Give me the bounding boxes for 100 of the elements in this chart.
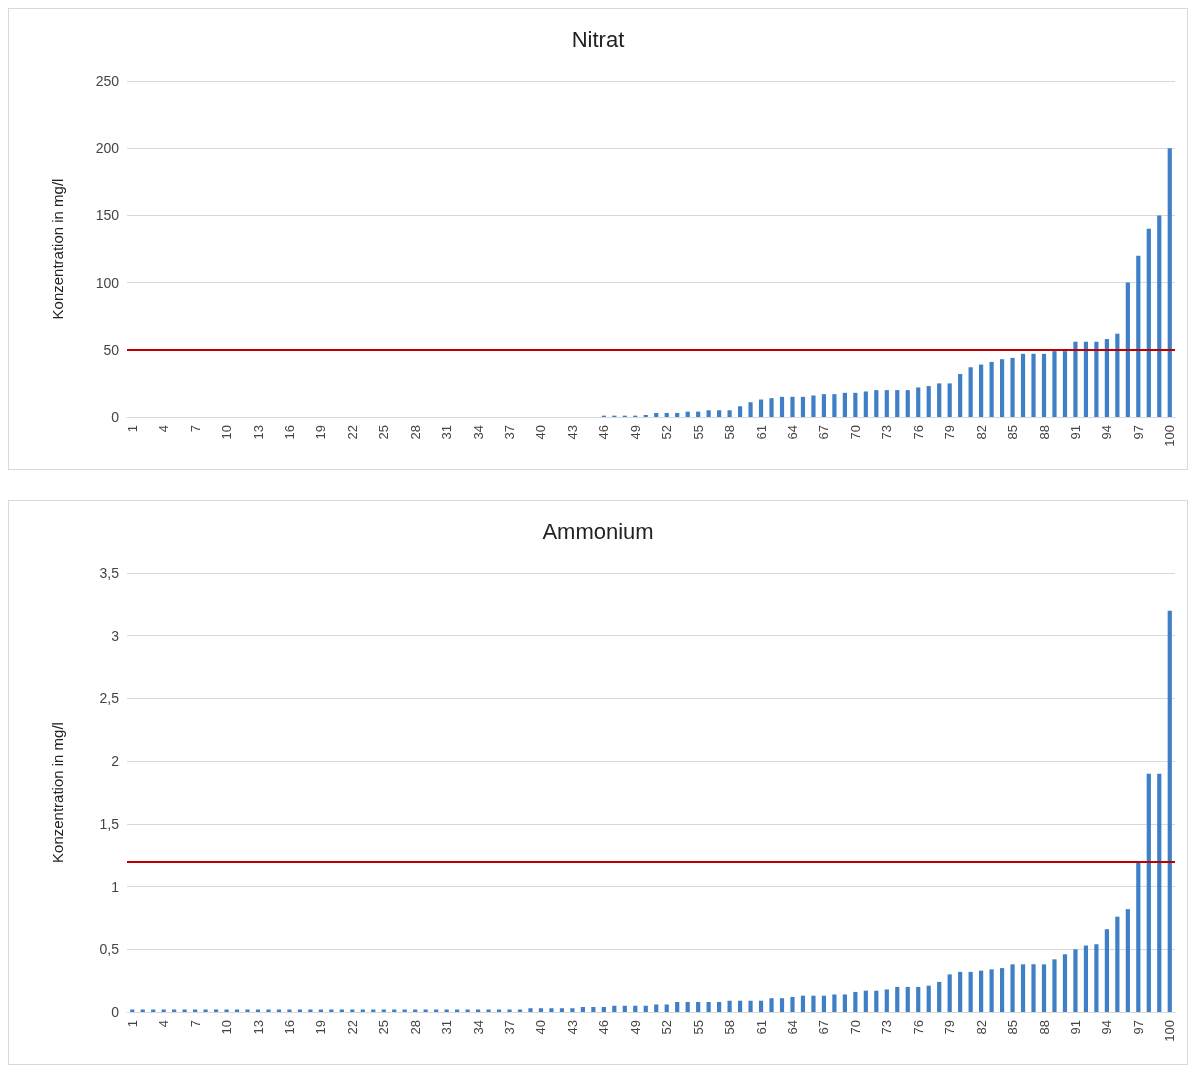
bar [1115, 916, 1120, 1012]
bar [958, 971, 963, 1012]
bar [853, 392, 858, 417]
bar [172, 1009, 177, 1012]
x-tick-label: 67 [816, 1020, 832, 1035]
bar [1125, 282, 1130, 417]
x-tick-label: 91 [1067, 425, 1083, 440]
bar [1031, 353, 1036, 417]
bar [434, 1009, 439, 1012]
bar [1041, 964, 1047, 1012]
bar [234, 1009, 240, 1012]
bar [979, 970, 984, 1012]
x-tick-label: 46 [596, 425, 612, 440]
y-tick-label: 1 [111, 878, 120, 895]
x-tick-label: 25 [376, 1020, 392, 1035]
bar [895, 390, 900, 417]
bar [926, 985, 931, 1012]
bar [842, 392, 847, 417]
bar [591, 1006, 596, 1012]
bar [926, 386, 931, 417]
bar [308, 1009, 313, 1012]
bar [842, 994, 847, 1012]
bar [1104, 339, 1109, 417]
bar [717, 1001, 722, 1012]
bar [1062, 954, 1068, 1012]
bar [1010, 964, 1015, 1012]
bar [654, 412, 659, 417]
chart-title: Nitrat [571, 26, 625, 52]
x-tick-label: 49 [627, 425, 643, 440]
bar [1167, 610, 1172, 1012]
y-tick-label: 100 [95, 274, 120, 291]
bar [905, 390, 910, 417]
bar [633, 1005, 638, 1012]
bar [779, 396, 785, 417]
bar [1062, 351, 1068, 417]
bar [140, 1009, 145, 1012]
bar [381, 1009, 386, 1012]
bar [937, 981, 942, 1012]
bar [863, 990, 868, 1012]
x-tick-label: 37 [502, 1020, 518, 1035]
bar [696, 1001, 701, 1012]
x-tick-label: 28 [407, 425, 423, 440]
bar [413, 1009, 418, 1012]
x-tick-label: 70 [847, 1020, 863, 1035]
bar [161, 1009, 166, 1012]
bar [350, 1009, 355, 1012]
x-tick-label: 16 [281, 425, 297, 440]
x-tick-label: 58 [722, 1020, 738, 1035]
bar [947, 383, 952, 417]
bar [832, 394, 837, 417]
bar [748, 402, 753, 417]
x-tick-label: 88 [1036, 1020, 1052, 1035]
bar [947, 974, 952, 1012]
x-tick-label: 22 [344, 425, 360, 440]
bar [297, 1009, 303, 1012]
bar [1157, 215, 1162, 417]
bar [496, 1009, 502, 1012]
bar [1094, 341, 1099, 417]
x-tick-label: 19 [313, 1020, 329, 1035]
bar [1125, 909, 1130, 1012]
x-tick-label: 22 [344, 1020, 360, 1035]
bar [601, 1006, 606, 1012]
x-tick-label: 31 [439, 1020, 455, 1035]
bar [371, 1009, 376, 1012]
bar [224, 1009, 229, 1012]
bar [968, 971, 973, 1012]
x-tick-label: 16 [281, 1020, 297, 1035]
bar [1041, 353, 1047, 417]
bar [486, 1009, 491, 1012]
bar [1052, 351, 1057, 417]
bar [758, 1000, 764, 1012]
bar [748, 1000, 753, 1012]
y-tick-label: 250 [95, 73, 120, 89]
bar [884, 390, 889, 417]
bar [654, 1004, 659, 1012]
bar [758, 399, 764, 417]
x-tick-label: 85 [1005, 425, 1021, 440]
y-tick-label: 2,5 [99, 690, 120, 707]
y-tick-label: 0 [111, 409, 120, 425]
x-tick-label: 61 [753, 425, 769, 440]
x-tick-label: 1 [124, 1020, 140, 1028]
bar [538, 1008, 544, 1012]
bar [853, 991, 858, 1012]
bar [1010, 357, 1015, 417]
bar [821, 995, 827, 1012]
bar [1104, 929, 1109, 1012]
bar [287, 1009, 292, 1012]
bar [570, 1008, 575, 1012]
bar [1020, 964, 1026, 1012]
bar [339, 1009, 344, 1012]
bar [276, 1009, 282, 1012]
bar [528, 1008, 533, 1012]
bar [664, 412, 669, 417]
bar [1083, 341, 1089, 417]
bar [423, 1009, 428, 1012]
x-tick-label: 43 [564, 1020, 580, 1035]
bar [685, 1001, 690, 1012]
x-tick-label: 79 [942, 425, 958, 440]
bar [989, 969, 994, 1012]
x-tick-label: 46 [596, 1020, 612, 1035]
